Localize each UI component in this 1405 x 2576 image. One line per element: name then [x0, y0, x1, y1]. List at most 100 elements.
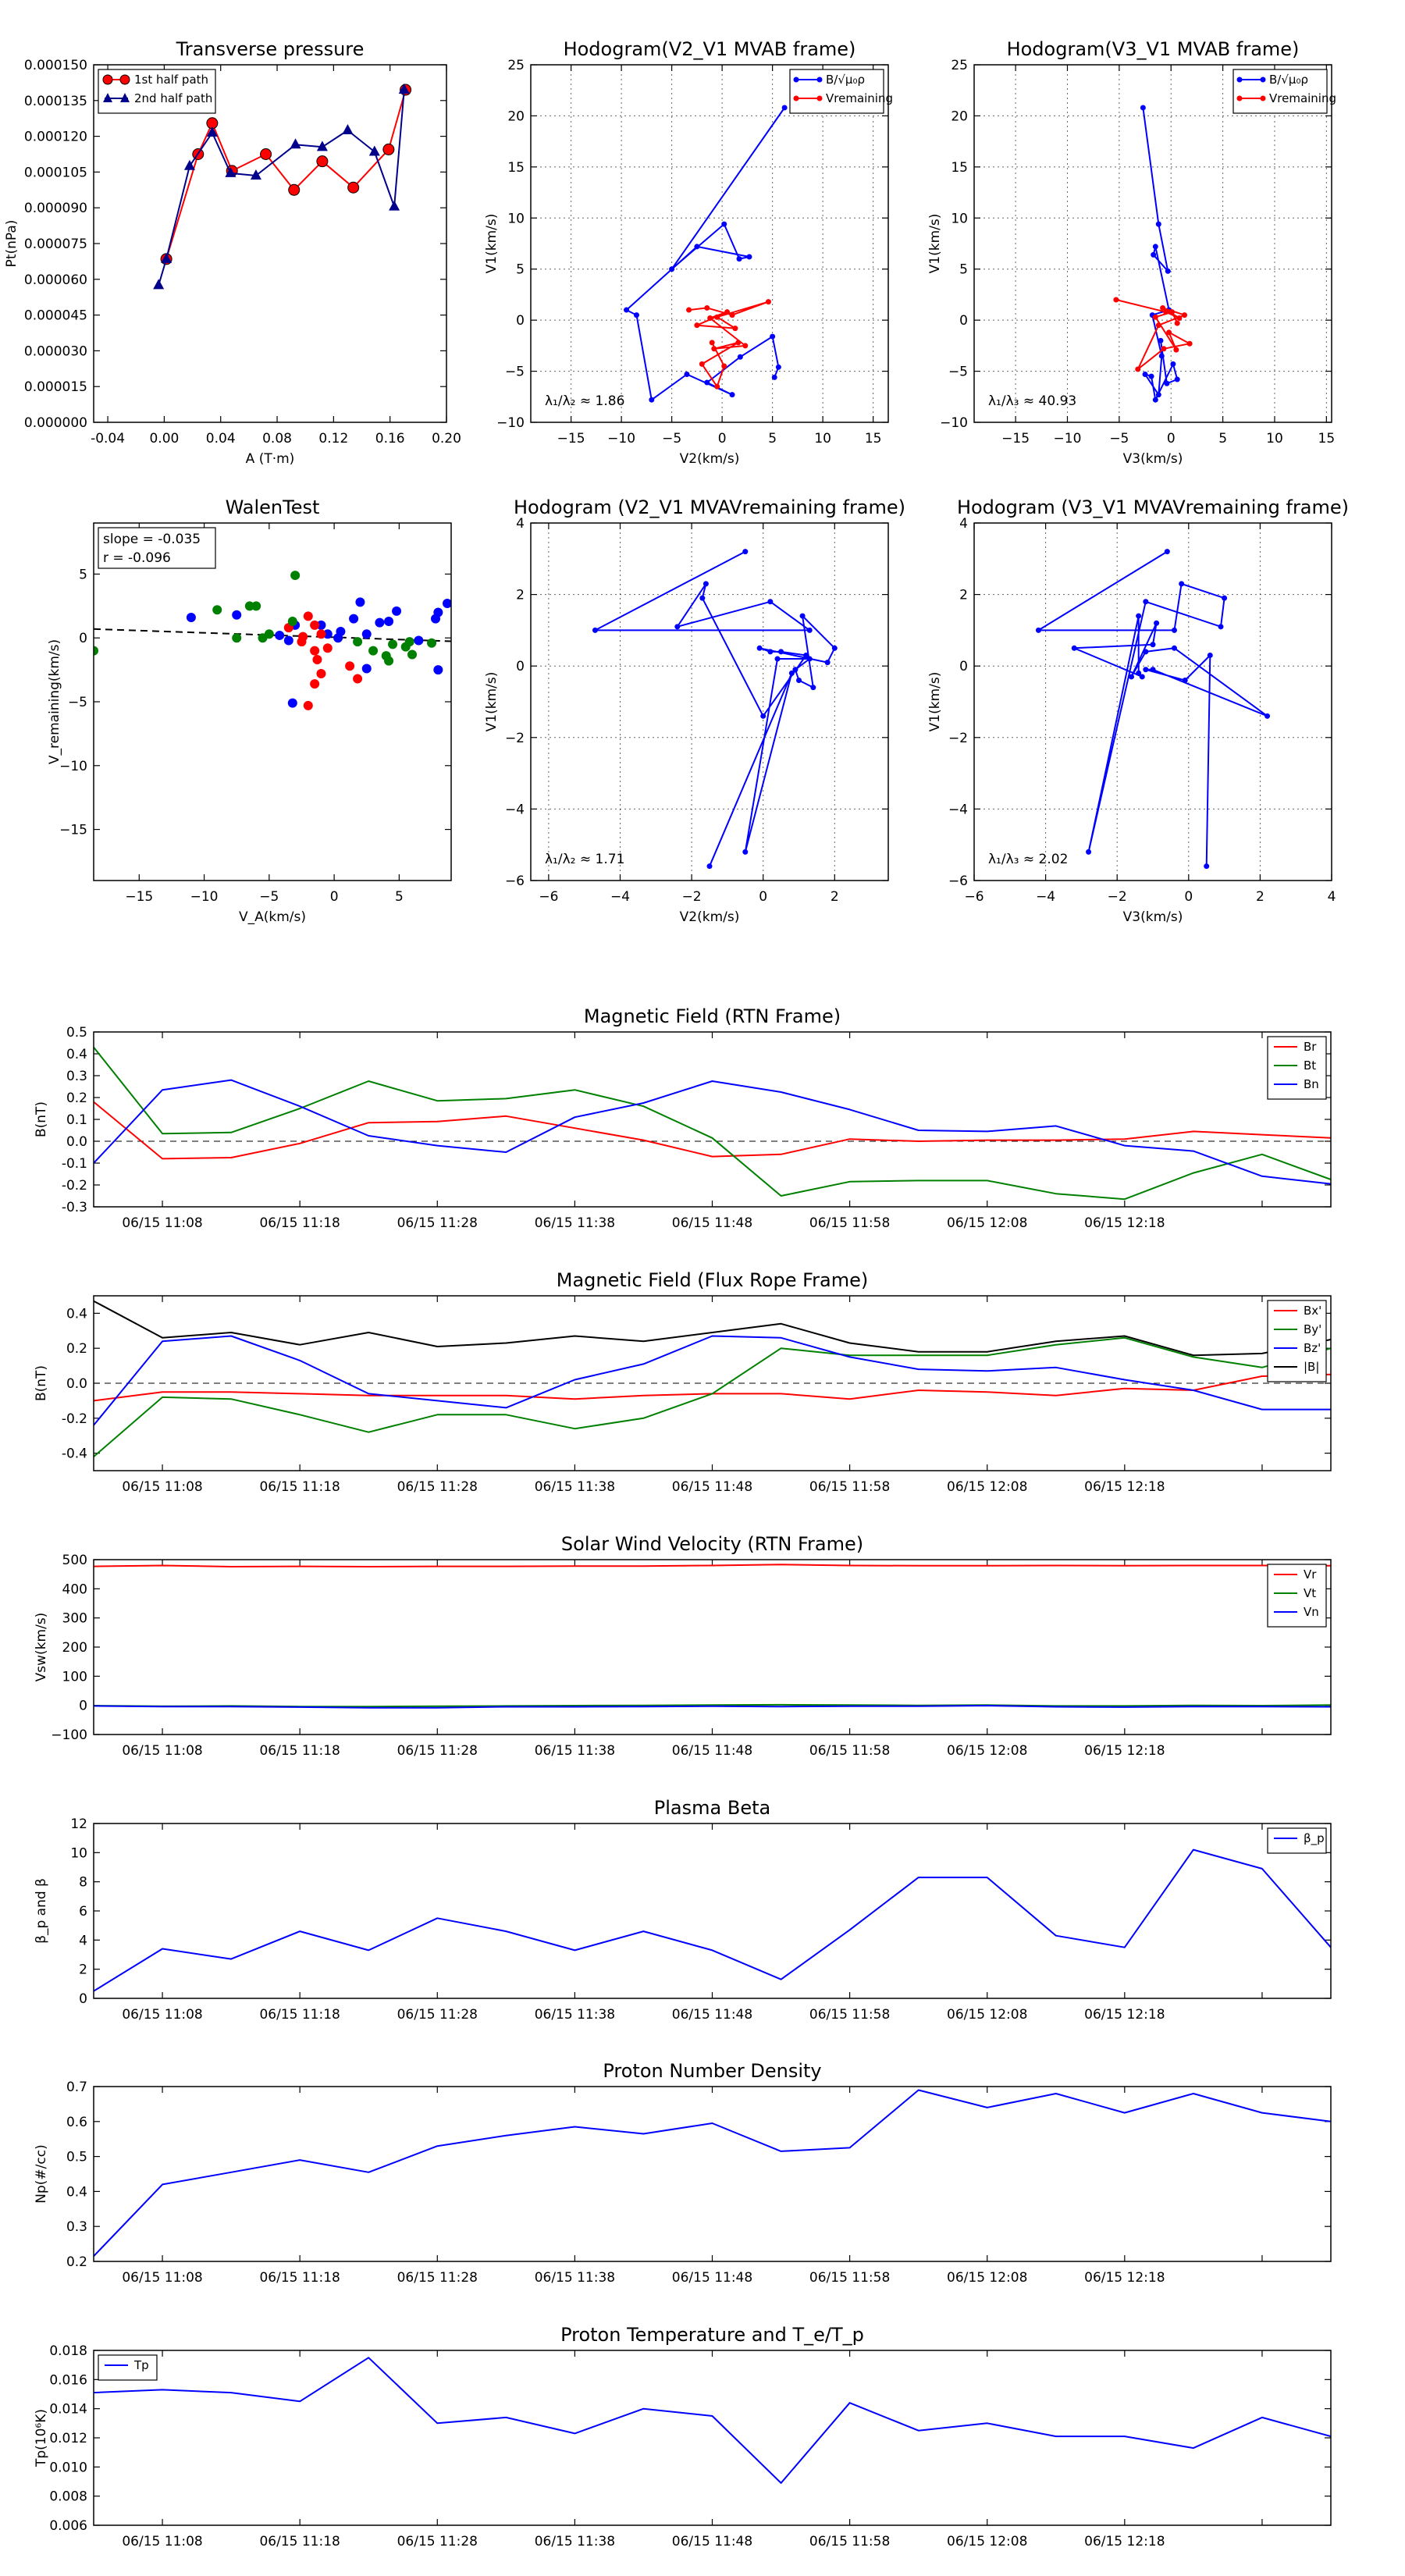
y-tick-label: −100 [51, 1727, 87, 1743]
y-tick-label: 0.2 [66, 1091, 87, 1106]
data-point [427, 638, 437, 648]
x-tick-label: −5 [662, 431, 681, 447]
y-tick-label: 0.000120 [24, 130, 87, 145]
x-tick-label: 0.00 [149, 431, 179, 447]
data-point [767, 649, 774, 655]
y-tick-label: 0.3 [66, 2219, 87, 2235]
y-tick-label: 10 [70, 1845, 87, 1861]
chart-hodo3: Hodogram (V2_V1 MVAVremaining frame) −6 −4… [484, 496, 905, 925]
x-tick-label: 10 [814, 431, 831, 447]
data-point-circle [288, 183, 301, 196]
data-point [806, 627, 813, 633]
legend-box [98, 2354, 158, 2381]
chart-walen: WalenTest −15 −10 −5 0 5 −15 −10 −5 0 5 V_A(km/s) V_… [47, 496, 452, 925]
y-tick-label: 8 [79, 1875, 87, 1891]
x-tick-label: 06/15 11:38 [535, 1479, 615, 1495]
y-tick-label: -0.1 [62, 1156, 87, 1172]
x-tick-label: 06/15 11:48 [672, 1479, 752, 1495]
y-tick-label: 0.000090 [24, 201, 87, 216]
x-tick-label: 06/15 11:58 [809, 2007, 890, 2023]
y-tick-label: 5 [959, 262, 968, 278]
legend-box [1267, 1827, 1327, 1854]
axes-frame [93, 2350, 1332, 2526]
data-point [1174, 376, 1180, 382]
legend-marker [816, 76, 823, 83]
x-tick-label: −6 [539, 889, 558, 905]
legend-marker [793, 95, 799, 101]
data-point [721, 363, 727, 369]
x-tick-label: −4 [1036, 889, 1055, 905]
chart-vsw: Solar Wind Velocity (RTN Frame) −100 0 100 2… [34, 1533, 1332, 1759]
series-line-2nd-half-path [158, 90, 405, 286]
x-tick-label: 0 [759, 889, 767, 905]
series-line-series-0 [594, 550, 836, 867]
data-point [669, 266, 675, 272]
legend-entry: Bz' [1304, 1341, 1321, 1355]
y-tick-label: 0.000015 [24, 379, 87, 395]
data-point [824, 660, 831, 666]
x-tick-label: 06/15 12:18 [1084, 2270, 1165, 2286]
data-point [1165, 268, 1171, 274]
x-tick-label: 06/15 11:08 [122, 2270, 202, 2286]
data-point [799, 613, 806, 619]
x-tick-label: 06/15 11:48 [672, 2007, 752, 2023]
data-point [1151, 251, 1157, 258]
data-point [1174, 320, 1180, 326]
x-tick-label: 06/15 11:08 [122, 1215, 202, 1231]
axes-frame [973, 64, 1332, 423]
data-point [322, 629, 333, 639]
data-point [729, 312, 735, 318]
y-tick-label: 0.000045 [24, 308, 87, 324]
x-tick-label: 06/15 11:58 [809, 2534, 890, 2549]
data-point [1176, 315, 1183, 322]
x-tick-label: 06/15 11:48 [672, 1215, 752, 1231]
x-tick-label: −2 [682, 889, 702, 905]
x-tick-label: 0.12 [318, 431, 348, 447]
y-tick-label: −4 [948, 802, 968, 817]
series-line-by- [94, 1336, 1331, 1457]
data-point-triangle [368, 145, 380, 156]
data-point [361, 664, 372, 674]
data-point [714, 314, 720, 320]
data-point-circle [260, 148, 272, 160]
data-point [384, 616, 394, 626]
x-tick-label: -0.04 [91, 431, 125, 447]
legend-box [1232, 69, 1328, 114]
y-axis-label: V1(km/s) [484, 214, 500, 274]
plot-area [94, 1046, 1331, 1201]
data-point [699, 595, 706, 601]
series-line-bn [94, 1079, 1331, 1185]
series-line-b- [1142, 107, 1179, 401]
chart-title: Hodogram (V3_V1 MVAVremaining frame) [957, 496, 1349, 518]
series-line--p [94, 1848, 1331, 1992]
eigenvalue-ratio-label: λ₁/λ₂ ≈ 1.71 [545, 852, 624, 867]
data-point [303, 611, 313, 621]
data-point [361, 629, 372, 639]
data-point [244, 601, 254, 611]
data-point [355, 597, 365, 607]
x-tick-label: 06/15 11:58 [809, 2270, 890, 2286]
data-point [1140, 105, 1146, 111]
chart-title: Proton Temperature and T_e/T_p [560, 2324, 864, 2346]
plot-area [94, 1564, 1331, 1709]
axes-frame [93, 1295, 1332, 1471]
legend-marker [1260, 95, 1266, 101]
data-point [1035, 627, 1041, 633]
data-point [1173, 347, 1179, 353]
data-point-triangle [290, 138, 301, 149]
data-point [1071, 645, 1077, 651]
data-point [336, 627, 346, 637]
x-tick-label: 0 [1167, 431, 1176, 447]
y-tick-label: 0.010 [49, 2460, 87, 2475]
y-tick-label: 2 [79, 1962, 87, 1978]
y-axis-label: Np(#/cc) [34, 2144, 49, 2203]
data-point [290, 571, 301, 581]
legend-entry: Vt [1304, 1586, 1316, 1600]
data-point-triangle [183, 159, 195, 170]
y-tick-label: 0.3 [66, 1069, 87, 1084]
data-point [742, 549, 749, 555]
data-point [1160, 304, 1166, 311]
y-tick-label: 0 [79, 631, 87, 646]
legend-marker [103, 93, 112, 102]
x-tick-label: 06/15 11:08 [122, 1479, 202, 1495]
